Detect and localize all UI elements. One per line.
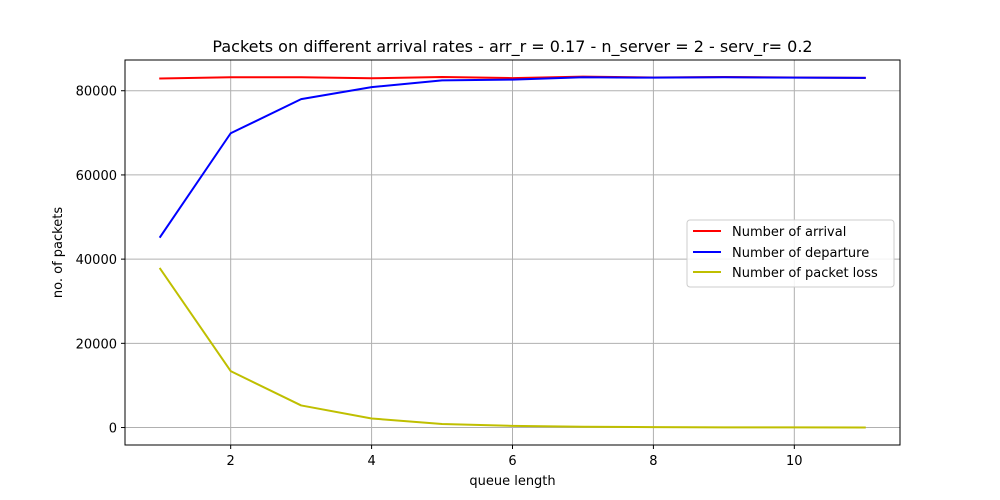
y-tick-label: 80000 xyxy=(76,85,117,100)
legend-label-packet-loss: Number of packet loss xyxy=(732,266,878,281)
chart-title: Packets on different arrival rates - arr… xyxy=(212,37,812,57)
legend: Number of arrival Number of departure Nu… xyxy=(686,219,895,288)
x-tick-label: 8 xyxy=(649,454,657,469)
y-tick-label: 40000 xyxy=(76,253,117,268)
y-tick-label: 0 xyxy=(109,422,117,437)
axis-ticks: 2 4 6 8 10 0 20000 40000 60000 80000 xyxy=(76,85,803,469)
legend-label-arrival: Number of arrival xyxy=(732,225,846,240)
x-axis-label: queue length xyxy=(469,474,555,489)
x-tick-label: 6 xyxy=(508,454,516,469)
x-tick-label: 4 xyxy=(367,454,375,469)
series-lines xyxy=(158,75,866,429)
x-tick-label: 10 xyxy=(786,454,803,469)
legend-box xyxy=(686,219,895,288)
y-tick-label: 20000 xyxy=(76,337,117,352)
x-tick-label: 2 xyxy=(227,454,235,469)
series-line-number-of-packet-loss xyxy=(158,267,866,429)
legend-label-departure: Number of departure xyxy=(732,246,869,261)
y-axis-label: no. of packets xyxy=(51,207,66,298)
y-tick-label: 60000 xyxy=(76,169,117,184)
series-line-number-of-departure xyxy=(158,76,866,239)
